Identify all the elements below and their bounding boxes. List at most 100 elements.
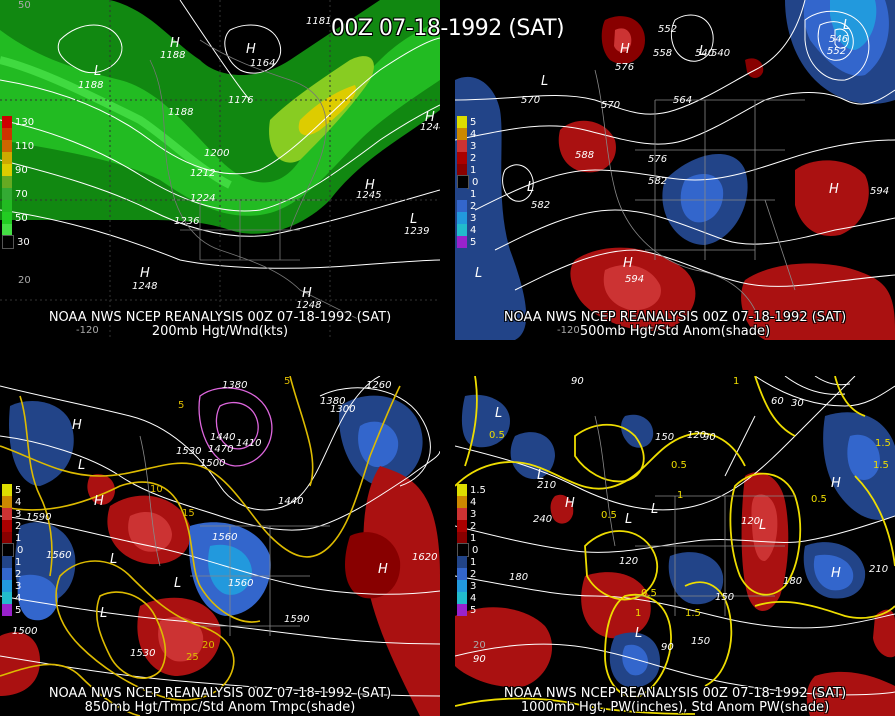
contour-label: 1188 — [160, 50, 186, 61]
contour-label: 1188 — [168, 107, 194, 118]
contour-label: 240 — [533, 514, 553, 525]
contour-label: 1212 — [190, 168, 216, 179]
low-center: L — [651, 502, 659, 517]
panel-caption-source: NOAA NWS NCEP REANALYSIS 00Z 07-18-1992 … — [503, 310, 847, 325]
contour-label: 180 — [509, 572, 529, 583]
panel-850mb-height-temperature: 5 4 3 2 1 0 1 2 3 4 5 1380 1410 1440 147… — [0, 376, 440, 716]
temperature-label: 5 — [178, 400, 185, 411]
contour-label: 1239 — [404, 226, 430, 237]
contour-label: 576 — [648, 154, 668, 165]
high-center: H — [94, 494, 104, 509]
contour-label: 1560 — [212, 532, 238, 543]
contour-label: 60 — [771, 396, 784, 407]
high-center: H — [140, 266, 150, 281]
pw-label: 1.5 — [873, 460, 889, 471]
map-1000mb — [455, 376, 895, 716]
contour-label: 564 — [673, 95, 693, 106]
pw-label: 0.5 — [671, 460, 687, 471]
pw-label: 0.5 — [601, 510, 617, 521]
low-center: L — [759, 518, 767, 533]
low-center: L — [94, 64, 102, 79]
contour-label: 120 — [619, 556, 639, 567]
temperature-label: 20 — [202, 640, 215, 651]
contour-label: 1300 — [330, 404, 356, 415]
panel-caption-source: NOAA NWS NCEP REANALYSIS 00Z 07-18-1992 … — [48, 310, 392, 325]
legend-500mb: 5 4 3 2 1 0 1 2 3 4 5 — [457, 116, 503, 248]
low-center: L — [475, 266, 483, 281]
low-center: L — [625, 512, 633, 527]
pw-label: 0.5 — [489, 430, 505, 441]
low-center: L — [527, 180, 535, 195]
contour-label: 1590 — [26, 512, 52, 523]
panel-caption-field: 850mb Hgt/Tmpc/Std Anom Tmpc(shade) — [84, 700, 356, 715]
low-center: L — [110, 552, 118, 567]
contour-label: 1440 — [210, 432, 236, 443]
map-200mb — [0, 0, 440, 340]
high-center: H — [565, 496, 575, 511]
high-center: H — [623, 256, 633, 271]
contour-label: 546 — [829, 34, 849, 45]
high-center: H — [72, 418, 82, 433]
contour-label: 1590 — [284, 614, 310, 625]
contour-label: 1244 — [420, 122, 440, 133]
contour-label: 1530 — [130, 648, 156, 659]
panel-caption-source: NOAA NWS NCEP REANALYSIS 00Z 07-18-1992 … — [48, 686, 392, 701]
contour-label: 1380 — [320, 396, 346, 407]
high-center: H — [829, 182, 839, 197]
pw-label: 1 — [733, 376, 740, 387]
low-center: L — [541, 74, 549, 89]
contour-label: 210 — [869, 564, 889, 575]
contour-label: 1164 — [250, 58, 276, 69]
jet-shade-110 — [298, 85, 356, 136]
map-500mb — [455, 0, 895, 340]
contour-label: 30 — [791, 398, 804, 409]
low-center: L — [100, 606, 108, 621]
contour-label: 1176 — [228, 95, 254, 106]
low-center: L — [495, 406, 503, 421]
low-center: L — [699, 44, 707, 59]
contour-label: 180 — [783, 576, 803, 587]
map-850mb — [0, 376, 440, 716]
panel-500mb-height-anomaly: 5 4 3 2 1 0 1 2 3 4 5 552 564 570 570 57… — [455, 0, 895, 340]
pw-label: 1.5 — [875, 438, 891, 449]
temperature-label: 10 — [150, 484, 163, 495]
contour-label: 1245 — [356, 190, 382, 201]
pw-label: 0.5 — [641, 588, 657, 599]
latitude-label: 20 — [18, 275, 31, 286]
high-center: H — [246, 42, 256, 57]
pw-label: 0.5 — [811, 494, 827, 505]
low-center: L — [537, 468, 545, 483]
contour-label: 540 — [711, 48, 731, 59]
contour-label: 576 — [615, 62, 635, 73]
contour-label: 90 — [571, 376, 584, 387]
contour-label: 90 — [473, 654, 486, 665]
contour-label: 552 — [827, 46, 847, 57]
low-center: L — [174, 576, 182, 591]
contour-label: 570 — [521, 95, 541, 106]
legend-1000mb: 1.5 4 3 2 1 0 1 2 3 4 5 — [457, 484, 503, 616]
legend-850mb: 5 4 3 2 1 0 1 2 3 4 5 — [2, 484, 48, 616]
temperature-label: 25 — [186, 652, 199, 663]
contour-label: 1248 — [296, 300, 322, 311]
contour-label: 1500 — [12, 626, 38, 637]
pw-label: 1 — [635, 608, 642, 619]
contour-label: 150 — [691, 636, 711, 647]
contour-label: 1410 — [236, 438, 262, 449]
contour-label: 150 — [715, 592, 735, 603]
main-title: 00Z 07-18-1992 (SAT) — [330, 16, 565, 41]
contour-label: 1620 — [412, 552, 438, 563]
contour-label: 1560 — [228, 578, 254, 589]
contour-label: 120 — [687, 430, 707, 441]
contour-label: 1248 — [132, 281, 158, 292]
panel-200mb-height-wind: 130 110 90 70 50 30 1188 1164 1176 1188 … — [0, 0, 440, 340]
high-center: H — [170, 36, 180, 51]
contour-label: 90 — [661, 642, 674, 653]
pw-label: 1 — [677, 490, 684, 501]
longitude-label: -120 — [557, 325, 580, 336]
panel-caption-field: 500mb Hgt/Std Anom(shade) — [579, 324, 771, 339]
low-center: L — [78, 458, 86, 473]
contour-label: 1200 — [204, 148, 230, 159]
contour-label: 1260 — [366, 380, 392, 391]
contour-label: 570 — [601, 100, 621, 111]
contour-label: 1236 — [174, 216, 200, 227]
